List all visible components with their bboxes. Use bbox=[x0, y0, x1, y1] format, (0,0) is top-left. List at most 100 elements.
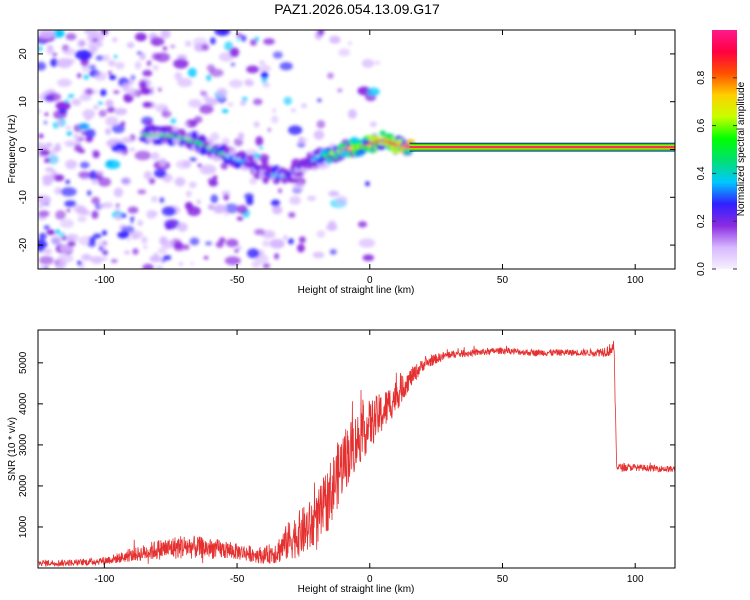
spectrogram-noise-blob bbox=[301, 103, 307, 109]
snr-x-tick-label: -50 bbox=[230, 574, 245, 585]
spectrogram-noise-blob bbox=[81, 253, 92, 261]
spectrogram-noise-blob bbox=[273, 253, 280, 260]
spectrogram-noise-blob bbox=[95, 170, 105, 176]
spectrogram-noise-blob bbox=[240, 35, 247, 42]
spectrogram-noise-blob bbox=[348, 41, 352, 46]
spectrogram-noise-blob bbox=[66, 58, 76, 64]
snr-y-label: SNR (10 * v/v) bbox=[7, 417, 18, 481]
spectrogram-noise-blob bbox=[170, 118, 177, 124]
spectrogram-noise-blob bbox=[103, 252, 108, 256]
spectrogram-noise-blob bbox=[104, 159, 121, 170]
spectrogram-y-ticks: 20 10 0 -10 -20 bbox=[18, 48, 675, 252]
spectrogram-noise-blob bbox=[45, 167, 54, 173]
spectrogram-noise-blob bbox=[262, 239, 270, 248]
spectrogram-noise-blob bbox=[62, 48, 76, 56]
chart-title: PAZ1.2026.054.13.09.G17 bbox=[274, 1, 440, 17]
spectrogram-noise-blob bbox=[38, 210, 50, 218]
spectrogram-noise-blob bbox=[234, 248, 239, 253]
spectrogram-noise-blob bbox=[60, 187, 77, 197]
spectrogram-noise-blob bbox=[174, 177, 186, 187]
spectrogram-noise-blob bbox=[236, 37, 241, 42]
spectrogram-noise-blob bbox=[290, 108, 297, 113]
spectrogram-ridge-halo bbox=[281, 175, 288, 184]
spectrogram-noise-blob bbox=[73, 133, 80, 140]
spectrogram-noise-blob bbox=[206, 64, 216, 72]
spectrogram-noise-blob bbox=[142, 263, 154, 269]
spectrogram-noise-blob bbox=[197, 163, 202, 168]
spectrogram-noise-blob bbox=[151, 52, 161, 61]
spectrogram-noise-blob bbox=[38, 133, 44, 139]
spectrogram-noise-blob bbox=[337, 88, 343, 93]
spectrogram-noise-blob bbox=[114, 207, 121, 212]
spectrogram-noise-blob bbox=[272, 51, 283, 59]
spectrogram-noise-blob bbox=[149, 255, 162, 263]
spectrogram-noise-blob bbox=[52, 157, 58, 163]
spectrogram-noise-blob bbox=[267, 127, 271, 132]
spectrogram-noise-blob bbox=[306, 195, 317, 202]
spectrogram-noise-blob bbox=[38, 204, 43, 209]
spectrogram-x-label: Height of straight line (km) bbox=[298, 285, 415, 296]
spectrogram-noise-blob bbox=[113, 90, 120, 95]
spectrogram-noise-blob bbox=[199, 104, 214, 114]
spectrogram-noise-blob bbox=[65, 33, 77, 41]
spectrogram-noise-blob bbox=[107, 70, 113, 76]
spectrogram-noise-blob bbox=[158, 247, 167, 255]
spectrogram-noise-blob bbox=[289, 195, 301, 205]
spectrogram-noise-blob bbox=[187, 67, 197, 78]
spectrogram-noise-blob bbox=[210, 194, 219, 204]
spectrogram-noise-blob bbox=[161, 240, 175, 249]
spectrogram-noise-blob bbox=[93, 104, 99, 110]
spectrogram-noise-blob bbox=[55, 143, 61, 147]
spectrogram-noise-blob bbox=[143, 170, 153, 180]
spectrogram-y-tick-label: -10 bbox=[18, 190, 29, 205]
spectrogram-noise-blob bbox=[121, 225, 135, 234]
spectrogram-noise-blob bbox=[190, 262, 194, 266]
spectrogram-noise-blob bbox=[201, 43, 210, 51]
spectrogram-noise-blob bbox=[252, 98, 263, 106]
snr-x-tick-label: 100 bbox=[627, 574, 644, 585]
spectrogram-noise-blob bbox=[259, 146, 264, 150]
spectrogram-noise-blob bbox=[188, 99, 202, 108]
spectrogram-noise-blob bbox=[38, 255, 54, 266]
spectrogram-noise-blob bbox=[316, 230, 326, 238]
spectrogram-noise-blob bbox=[115, 149, 124, 155]
spectrogram-ridge-halo bbox=[291, 158, 301, 167]
spectrogram-y-tick-label: -20 bbox=[18, 237, 29, 252]
spectrogram-noise-blob bbox=[237, 132, 245, 140]
spectrogram-y-tick-label: 20 bbox=[18, 48, 29, 60]
spectrogram-noise-blob bbox=[278, 188, 283, 194]
spectrogram-noise-blob bbox=[52, 121, 59, 129]
snr-series-line bbox=[38, 340, 675, 568]
spectrogram-noise-blob bbox=[244, 78, 253, 86]
spectrogram-noise-blob bbox=[142, 244, 148, 250]
spectrogram-noise-blob bbox=[65, 159, 78, 170]
spectrogram-noise-blob bbox=[251, 260, 261, 269]
spectrogram-noise-blob bbox=[283, 235, 288, 241]
spectrogram-noise-blob bbox=[199, 164, 217, 175]
spectrogram-noise-blob bbox=[79, 161, 90, 169]
spectrogram-noise-blob bbox=[115, 203, 120, 208]
spectrogram-noise-blob bbox=[184, 244, 190, 251]
spectrogram-noise-blob bbox=[73, 144, 83, 152]
spectrogram-noise-blob bbox=[159, 197, 165, 203]
spectrogram-noise-blob bbox=[185, 190, 192, 198]
spectrogram-noise-blob bbox=[161, 258, 165, 263]
spectrogram-noise-blob bbox=[77, 215, 87, 223]
spectrogram-noise-blob bbox=[184, 201, 193, 210]
spectrogram-noise-blob bbox=[157, 87, 162, 92]
spectrogram-noise-blob bbox=[130, 75, 136, 81]
spectrogram-noise-blob bbox=[216, 88, 228, 98]
spectrogram-noise-blob bbox=[261, 77, 268, 84]
spectrogram-noise-blob bbox=[83, 74, 89, 80]
spectrogram-x-tick-label: -50 bbox=[230, 275, 245, 286]
spectrogram-noise-blob bbox=[47, 44, 53, 52]
spectrogram-noise-blob bbox=[173, 58, 189, 69]
spectrogram-noise-blob bbox=[101, 230, 107, 236]
spectrogram-noise-blob bbox=[162, 254, 172, 261]
spectrogram-noise-blob bbox=[183, 122, 190, 126]
spectrogram-noise-blob bbox=[270, 199, 281, 207]
spectrogram-noise-blob bbox=[106, 106, 116, 113]
spectrogram-noise-blob bbox=[97, 101, 103, 105]
spectrogram-noise-blob bbox=[55, 229, 60, 235]
